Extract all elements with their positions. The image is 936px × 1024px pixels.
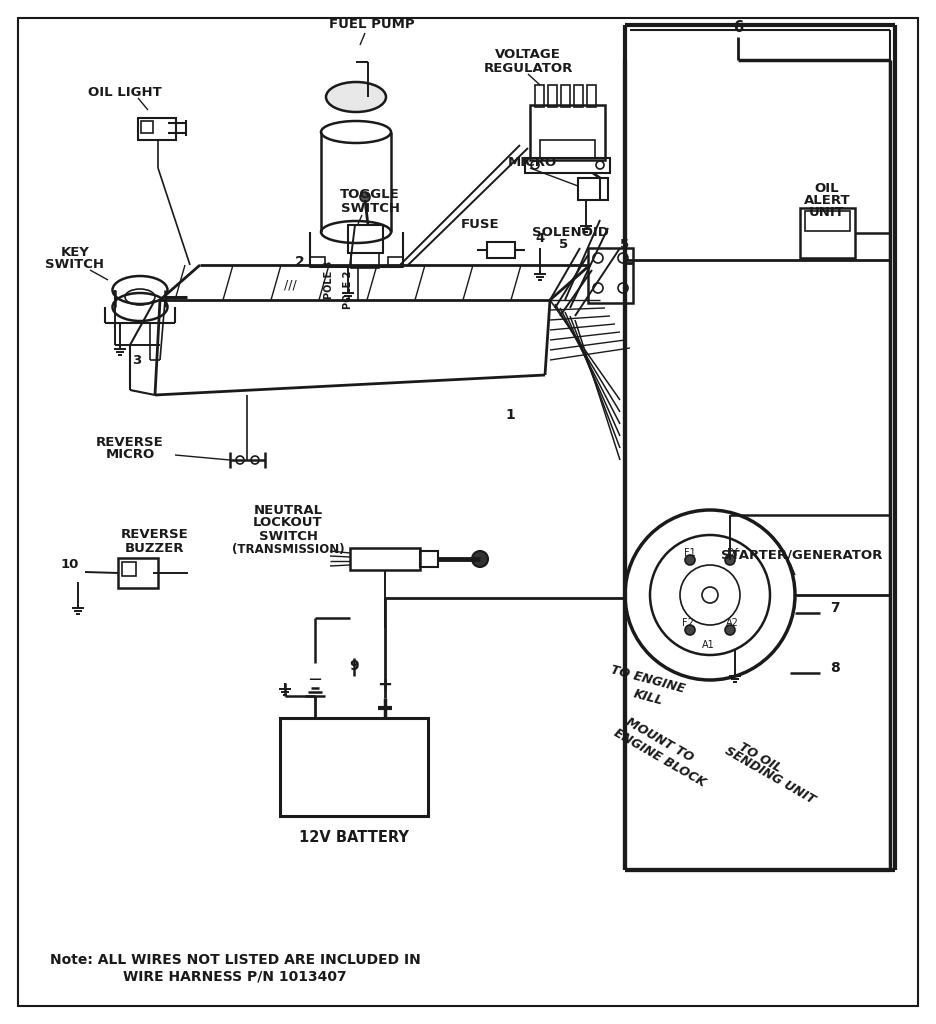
Text: Df: Df xyxy=(726,548,738,558)
Text: ENGINE BLOCK: ENGINE BLOCK xyxy=(612,726,709,790)
Text: NEUTRAL: NEUTRAL xyxy=(254,504,323,516)
Bar xyxy=(574,85,583,106)
Text: POLE 3: POLE 3 xyxy=(324,261,334,299)
Text: SWITCH: SWITCH xyxy=(46,258,105,271)
Text: KEY: KEY xyxy=(61,246,90,258)
Text: 5: 5 xyxy=(559,238,568,251)
Text: Note: ALL WIRES NOT LISTED ARE INCLUDED IN: Note: ALL WIRES NOT LISTED ARE INCLUDED … xyxy=(50,953,420,967)
Text: SWITCH: SWITCH xyxy=(258,529,317,543)
Text: REVERSE: REVERSE xyxy=(96,435,164,449)
Text: KILL: KILL xyxy=(632,688,665,709)
Text: (TRANSMISSION): (TRANSMISSION) xyxy=(232,543,344,555)
Text: REVERSE: REVERSE xyxy=(121,528,189,542)
Text: UNIT: UNIT xyxy=(809,206,845,218)
Circle shape xyxy=(685,625,695,635)
Text: FUSE: FUSE xyxy=(461,218,499,231)
Bar xyxy=(388,257,403,267)
Bar xyxy=(280,718,428,816)
Bar xyxy=(578,178,608,200)
Text: SENDING UNIT: SENDING UNIT xyxy=(723,743,817,806)
Text: SWITCH: SWITCH xyxy=(341,202,400,214)
Bar xyxy=(138,118,176,140)
Text: OIL LIGHT: OIL LIGHT xyxy=(88,85,162,98)
Bar xyxy=(141,121,153,133)
Text: TO OIL: TO OIL xyxy=(737,740,783,775)
Text: LOCKOUT: LOCKOUT xyxy=(253,516,323,529)
Bar xyxy=(420,551,438,567)
Circle shape xyxy=(725,555,735,565)
Text: STARTER/GENERATOR: STARTER/GENERATOR xyxy=(722,549,883,561)
Bar xyxy=(122,562,136,575)
Text: 4: 4 xyxy=(535,231,545,245)
Bar xyxy=(805,211,850,231)
Text: 8: 8 xyxy=(830,662,840,675)
Text: 9: 9 xyxy=(349,659,358,673)
Text: ALERT: ALERT xyxy=(804,194,850,207)
Text: REGULATOR: REGULATOR xyxy=(483,61,573,75)
Text: BUZZER: BUZZER xyxy=(125,542,184,555)
Bar xyxy=(525,158,610,173)
Text: SOLENOID: SOLENOID xyxy=(532,225,608,239)
Text: F2: F2 xyxy=(682,618,694,628)
Text: MICRO: MICRO xyxy=(508,156,557,169)
Text: +: + xyxy=(377,676,392,694)
Bar xyxy=(800,208,855,258)
Text: FUEL PUMP: FUEL PUMP xyxy=(329,18,415,32)
Text: 3: 3 xyxy=(132,353,141,367)
Bar xyxy=(561,85,570,106)
Bar xyxy=(540,140,595,158)
Circle shape xyxy=(472,551,488,567)
Circle shape xyxy=(725,625,735,635)
Text: 10: 10 xyxy=(61,558,80,571)
Text: F1: F1 xyxy=(684,548,695,558)
Bar xyxy=(588,248,633,303)
Text: −: − xyxy=(307,671,323,689)
Text: 5: 5 xyxy=(621,239,630,252)
Circle shape xyxy=(625,510,795,680)
Text: 2: 2 xyxy=(295,255,305,269)
Circle shape xyxy=(360,193,370,202)
Bar xyxy=(530,105,605,160)
Bar xyxy=(351,253,379,268)
Text: 12V BATTERY: 12V BATTERY xyxy=(300,830,409,846)
Bar xyxy=(350,548,420,570)
Text: POLE 2: POLE 2 xyxy=(343,270,353,309)
Text: 6: 6 xyxy=(733,20,743,36)
Text: 7: 7 xyxy=(830,601,840,615)
Text: A2: A2 xyxy=(725,618,739,628)
Bar xyxy=(548,85,557,106)
Text: VOLTAGE: VOLTAGE xyxy=(495,48,561,61)
Bar xyxy=(587,85,596,106)
Text: MICRO: MICRO xyxy=(106,449,154,462)
Bar xyxy=(487,242,515,258)
Text: TO ENGINE: TO ENGINE xyxy=(609,664,687,696)
Text: A1: A1 xyxy=(702,640,714,650)
Ellipse shape xyxy=(326,82,386,112)
Text: ///: /// xyxy=(284,279,297,292)
Text: OIL: OIL xyxy=(814,181,840,195)
Text: WIRE HARNESS P/N 1013407: WIRE HARNESS P/N 1013407 xyxy=(124,969,347,983)
Circle shape xyxy=(685,555,695,565)
Bar xyxy=(535,85,544,106)
Bar xyxy=(348,225,383,253)
Text: MOUNT TO: MOUNT TO xyxy=(624,716,696,765)
Text: 1: 1 xyxy=(505,408,515,422)
Text: TOGGLE: TOGGLE xyxy=(340,188,400,202)
Bar xyxy=(310,257,325,267)
Bar xyxy=(118,558,158,588)
